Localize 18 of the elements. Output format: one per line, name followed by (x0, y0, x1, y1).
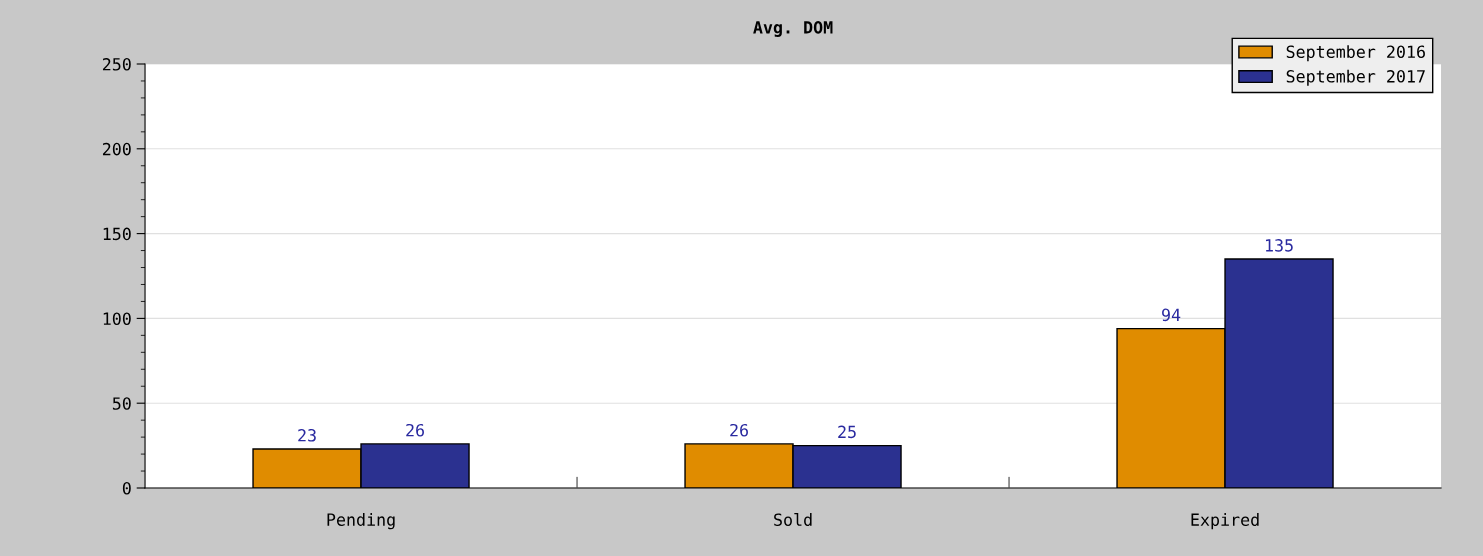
x-tick-label: Sold (774, 513, 812, 526)
y-tick-label: 200 (102, 142, 131, 156)
data-label: 94 (1162, 308, 1181, 322)
y-tick-label: 0 (122, 482, 131, 495)
y-tick-label: 150 (103, 227, 131, 241)
chart-title: Avg. DOM (753, 21, 833, 37)
y-tick-label: 50 (112, 397, 131, 410)
data-label: 23 (298, 428, 316, 442)
y-tick-label: 250 (102, 58, 131, 71)
y-tick-label: 100 (103, 312, 131, 326)
data-label: 26 (406, 423, 424, 437)
legend-label: September 2016 (1286, 45, 1425, 62)
data-label: 25 (838, 425, 856, 439)
legend-label: September 2017 (1286, 69, 1425, 86)
data-label: 135 (1265, 239, 1293, 252)
x-tick-label: Pending (327, 513, 395, 530)
x-tick-label: Expired (1191, 513, 1259, 530)
data-label: 26 (730, 423, 748, 437)
